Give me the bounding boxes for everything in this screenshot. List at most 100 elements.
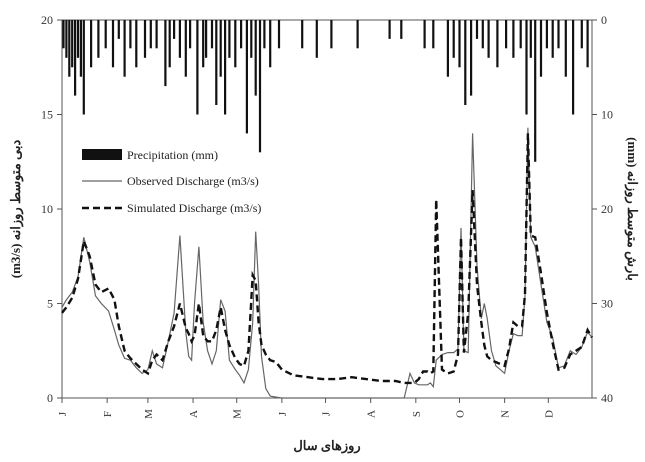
precip-bar — [68, 20, 71, 77]
precip-bar — [519, 20, 522, 49]
precip-bar — [301, 20, 304, 49]
legend-simulated-label: Simulated Discharge (m3/s) — [127, 201, 261, 215]
precip-bar — [557, 20, 560, 49]
precip-bar — [258, 20, 262, 153]
month-tick-label: D — [543, 410, 555, 418]
left-tick-label: 15 — [41, 108, 53, 122]
precip-bar — [219, 20, 222, 77]
precip-bar — [551, 20, 554, 58]
precip-bar — [458, 20, 461, 68]
month-tick-label: J — [57, 411, 69, 416]
left-tick-label: 5 — [47, 297, 53, 311]
right-tick-label: 10 — [601, 108, 613, 122]
precip-bar — [586, 20, 589, 68]
precip-bar — [196, 20, 199, 115]
precip-bar — [240, 20, 243, 49]
precip-bar — [496, 20, 499, 68]
precip-bar — [79, 20, 82, 77]
precip-bar — [250, 20, 253, 58]
precip-bar — [168, 20, 171, 68]
precip-bar — [464, 20, 467, 105]
legend: Precipitation (mm) Observed Discharge (m… — [82, 148, 261, 215]
precip-bar — [135, 20, 138, 68]
precip-bar — [388, 20, 391, 39]
precip-bar — [263, 20, 266, 49]
month-tick-label: A — [188, 410, 200, 418]
right-tick-label: 30 — [601, 297, 613, 311]
precip-bar — [481, 20, 484, 49]
observed-discharge-line — [61, 127, 593, 399]
precip-bar — [71, 20, 74, 68]
precip-bar — [215, 20, 218, 105]
precip-bar — [446, 20, 449, 77]
month-tick-label: O — [455, 410, 467, 418]
precip-bar — [178, 20, 181, 58]
month-tick-label: S — [411, 411, 423, 417]
simulated-discharge-line — [61, 133, 594, 385]
x-axis-title: روزهای سال — [293, 438, 360, 454]
left-tick-label: 10 — [41, 202, 53, 216]
precip-bar — [254, 20, 257, 96]
precip-bar — [224, 20, 227, 115]
left-axis-ticks: 0 5 10 15 20 — [41, 13, 62, 405]
precip-bar — [155, 20, 158, 49]
right-tick-label: 40 — [601, 391, 613, 405]
precip-bar — [90, 20, 93, 68]
month-tick-label: J — [277, 411, 289, 416]
left-tick-label: 0 — [47, 391, 53, 405]
month-tick-label: N — [500, 410, 512, 418]
right-tick-label: 20 — [601, 202, 613, 216]
precip-bar — [580, 20, 583, 49]
precip-bar — [475, 20, 479, 39]
precip-bar — [62, 20, 65, 49]
precip-bar — [277, 20, 281, 49]
precip-bar — [330, 20, 333, 49]
precip-bar — [269, 20, 272, 68]
precip-bar — [572, 20, 575, 115]
precip-bar — [164, 20, 167, 87]
precip-bar — [129, 20, 132, 49]
precip-bar — [111, 20, 115, 68]
month-tick-label: M — [143, 409, 155, 419]
left-tick-label: 20 — [41, 13, 53, 27]
precip-bar — [534, 20, 537, 162]
precip-bar — [173, 20, 176, 39]
right-axis-title: بارش متوسط روزانه (mm) — [624, 137, 640, 281]
precip-bar — [315, 20, 318, 58]
precip-bar — [452, 20, 455, 58]
precip-bar — [143, 20, 147, 58]
precip-bar — [184, 20, 187, 77]
right-tick-label: 0 — [601, 13, 607, 27]
precip-bar — [123, 20, 126, 77]
precip-bar — [564, 20, 567, 77]
precip-bar — [189, 20, 192, 49]
precip-bar — [210, 20, 214, 49]
precip-bar — [505, 20, 508, 49]
precip-bar — [97, 20, 100, 58]
precip-bar — [525, 20, 528, 115]
legend-precip-label: Precipitation (mm) — [127, 148, 218, 162]
precip-bar — [149, 20, 152, 49]
precip-bar — [234, 20, 237, 68]
month-tick-label: J — [321, 411, 333, 416]
precip-bar — [65, 20, 68, 58]
precip-bar — [539, 20, 543, 77]
left-axis-title: دبی متوسط روزانه (m3/s) — [8, 140, 24, 279]
precip-bar — [400, 20, 403, 39]
precip-bar — [117, 20, 120, 39]
legend-precip-swatch — [82, 149, 122, 160]
precip-bar — [228, 20, 231, 58]
precip-bar — [356, 20, 359, 49]
precip-bar — [74, 20, 77, 96]
precip-bar — [423, 20, 426, 49]
right-axis-ticks: 0 10 20 30 40 — [592, 13, 613, 405]
precip-bar — [104, 20, 107, 49]
month-tick-label: M — [232, 409, 244, 419]
precip-bar — [545, 20, 548, 49]
month-tick-label: A — [366, 410, 378, 418]
precip-bar — [76, 20, 80, 58]
precip-bar — [82, 20, 85, 115]
precip-bar — [529, 20, 532, 58]
